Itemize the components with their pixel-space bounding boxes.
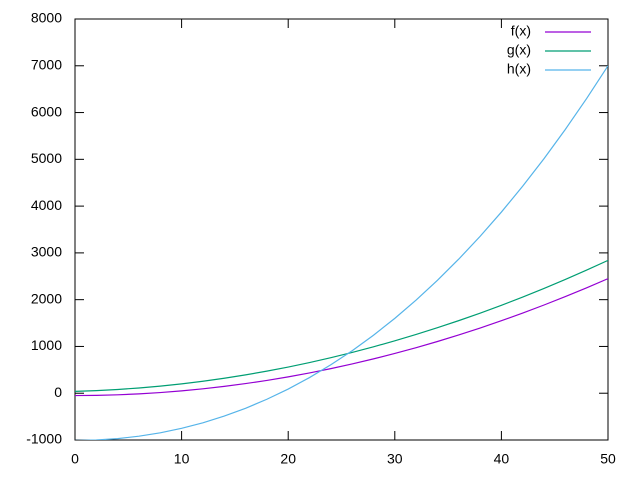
- x-tick-label: 0: [71, 451, 79, 467]
- y-tick-label: 0: [54, 384, 62, 400]
- plot-area: [75, 65, 608, 440]
- y-tick-label: 7000: [31, 56, 62, 72]
- x-tick-label: 30: [387, 451, 403, 467]
- y-tick-label: -1000: [26, 431, 62, 447]
- legend-label: f(x): [511, 23, 531, 39]
- series-line: [75, 259, 608, 392]
- x-tick-label: 20: [280, 451, 296, 467]
- y-tick-label: 4000: [31, 197, 62, 213]
- y-tick-label: 3000: [31, 244, 62, 260]
- y-tick-label: 1000: [31, 337, 62, 353]
- series-line: [75, 65, 608, 440]
- y-tick-label: 5000: [31, 150, 62, 166]
- x-tick-label: 10: [174, 451, 190, 467]
- x-tick-label: 50: [600, 451, 616, 467]
- y-tick-label: 6000: [31, 103, 62, 119]
- series-line: [75, 278, 608, 397]
- legend-label: g(x): [507, 42, 531, 58]
- y-tick-label: 2000: [31, 290, 62, 306]
- y-tick-label: 8000: [31, 10, 62, 26]
- plot-border: [74, 18, 609, 441]
- x-tick-label: 40: [494, 451, 510, 467]
- legend-label: h(x): [507, 61, 531, 77]
